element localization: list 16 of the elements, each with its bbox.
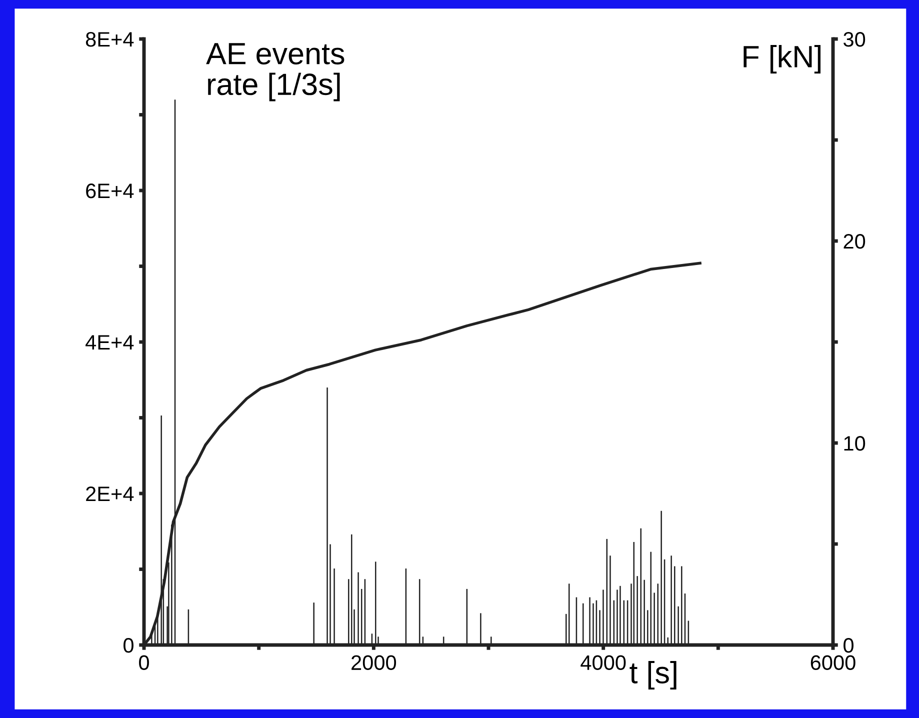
y-axis-title: AE events rate [1/3s] [206,43,344,102]
y-tick-label: 6E+4 [86,184,134,198]
y2-tick-label: 20 [844,234,866,249]
x-tick-label: 4000 [580,655,626,670]
x-tick-label: 0 [139,655,149,670]
y2-tick-label: 0 [844,638,854,653]
y-tick-label: 8E+4 [86,32,134,47]
y-tick-label: 4E+4 [86,335,134,350]
x-axis-title: t [s] [630,661,676,690]
y-tick-label: 2E+4 [86,486,134,502]
y2-axis-title: F [kN] [744,45,820,74]
y2-tick-label: 10 [844,436,866,451]
y2-tick-label: 30 [844,32,866,47]
y-tick-label: 0 [124,638,134,653]
x-tick-label: 6000 [810,655,856,670]
x-tick-label: 2000 [352,655,396,670]
